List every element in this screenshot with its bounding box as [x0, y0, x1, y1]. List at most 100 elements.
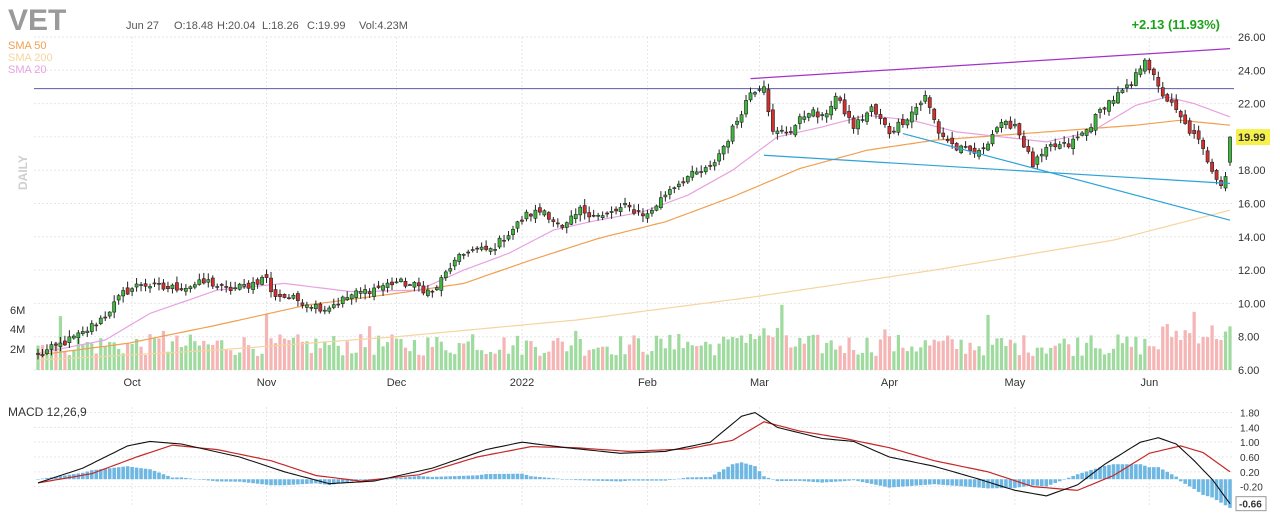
macd-histogram-bar	[403, 477, 408, 480]
month-label: May	[1005, 377, 1026, 389]
volume-bar	[152, 338, 157, 370]
macd-line	[37, 412, 1231, 505]
macd-histogram-bar	[1093, 468, 1098, 480]
macd-histogram-bar	[345, 479, 349, 483]
volume-bar	[1098, 348, 1102, 370]
candle	[999, 122, 1004, 129]
candle	[112, 301, 117, 313]
volume-bar	[878, 339, 883, 370]
macd-histogram-bar	[54, 476, 58, 480]
volume-bar	[883, 329, 887, 370]
candle	[197, 279, 202, 285]
volume-bar	[627, 344, 632, 370]
macd-histogram-bar	[668, 479, 672, 481]
macd-histogram-bar	[869, 479, 874, 484]
volume-bar	[704, 341, 708, 370]
macd-histogram-bar	[806, 479, 811, 482]
macd-histogram-bar	[506, 473, 511, 480]
volume-bar	[448, 352, 452, 370]
volume-bar	[650, 351, 654, 370]
macd-histogram-bar	[1134, 464, 1138, 480]
candle	[838, 97, 843, 101]
volume-bar	[1102, 354, 1107, 370]
candle	[161, 282, 166, 290]
macd-histogram-bar	[1201, 479, 1205, 495]
price-tick: 24.00	[1238, 65, 1266, 77]
macd-histogram-bar	[385, 479, 390, 480]
candle	[291, 294, 296, 299]
macd-histogram-bar	[116, 467, 121, 480]
sma200-line	[37, 209, 1231, 361]
candle	[950, 137, 955, 144]
candle	[403, 280, 408, 287]
macd-histogram-bar	[399, 477, 403, 480]
macd-histogram-bar	[81, 472, 85, 480]
volume-bar	[103, 346, 107, 370]
volume-bar	[264, 314, 269, 370]
volume-bar	[117, 348, 121, 370]
macd-histogram-bar	[645, 479, 650, 481]
legend-sma50: SMA 50	[8, 40, 47, 52]
volume-bar	[641, 351, 645, 370]
macd-histogram-bar	[703, 477, 708, 480]
volume-bar	[327, 345, 331, 370]
volume-bar	[435, 337, 439, 370]
macd-histogram-bar	[712, 474, 717, 480]
volume-bar	[1058, 343, 1062, 370]
macd-histogram-bar	[560, 479, 565, 480]
candle	[560, 224, 565, 228]
candle	[282, 294, 287, 298]
quote-volume: Vol:4.23M	[359, 20, 408, 32]
candle	[40, 354, 45, 357]
macd-panel: 1.80 1.40 1.00 0.60 0.20 -0.20 -0.66	[34, 407, 1267, 512]
candle	[869, 106, 874, 112]
candle	[1035, 156, 1040, 165]
candle	[587, 212, 592, 218]
volume-bar	[623, 354, 627, 370]
volume-bar	[1192, 311, 1196, 370]
volume-bar	[896, 334, 901, 370]
trendline-upper	[750, 48, 1231, 80]
candle	[1066, 143, 1071, 148]
macd-histogram-bar	[833, 479, 838, 482]
macd-histogram-bar	[58, 476, 63, 480]
candle	[1111, 100, 1116, 104]
candle	[909, 111, 914, 123]
candle	[188, 286, 193, 290]
macd-histogram-bar	[744, 463, 748, 480]
candle	[1228, 136, 1232, 163]
macd-histogram-bar	[184, 477, 188, 480]
macd-histogram-bar	[775, 479, 780, 482]
volume-bar	[1076, 337, 1080, 370]
volume-bar	[802, 343, 806, 370]
macd-histogram-bar	[972, 479, 977, 488]
macd-histogram-bar	[717, 471, 721, 480]
candle	[757, 89, 762, 91]
volume-bar	[359, 334, 363, 370]
volume-bar	[345, 341, 349, 370]
candle	[80, 331, 85, 335]
candle	[573, 214, 578, 219]
macd-histogram-bar	[600, 479, 605, 481]
volume-bar	[609, 354, 614, 370]
candle	[762, 86, 766, 93]
macd-histogram-bar	[1013, 479, 1017, 488]
macd-histogram-bar	[130, 466, 134, 480]
volume-bar	[179, 347, 184, 370]
volume-bar	[793, 346, 797, 370]
candle	[152, 282, 157, 285]
macd-histogram-bar	[977, 479, 981, 488]
volume-bar	[914, 351, 918, 370]
macd-histogram-bar	[860, 479, 865, 483]
macd-histogram-bar	[390, 478, 394, 480]
macd-histogram-bar	[511, 473, 515, 480]
month-label: Nov	[257, 377, 277, 389]
candle	[430, 290, 435, 293]
candle	[650, 210, 654, 214]
volume-bar	[919, 347, 923, 370]
price-axis: 26.0024.0022.0020.0018.0016.0014.0012.00…	[1236, 32, 1270, 377]
macd-histogram-bar	[1156, 467, 1161, 480]
macd-histogram-bar	[394, 478, 399, 480]
candle	[260, 276, 264, 285]
macd-histogram-bar	[614, 479, 618, 482]
